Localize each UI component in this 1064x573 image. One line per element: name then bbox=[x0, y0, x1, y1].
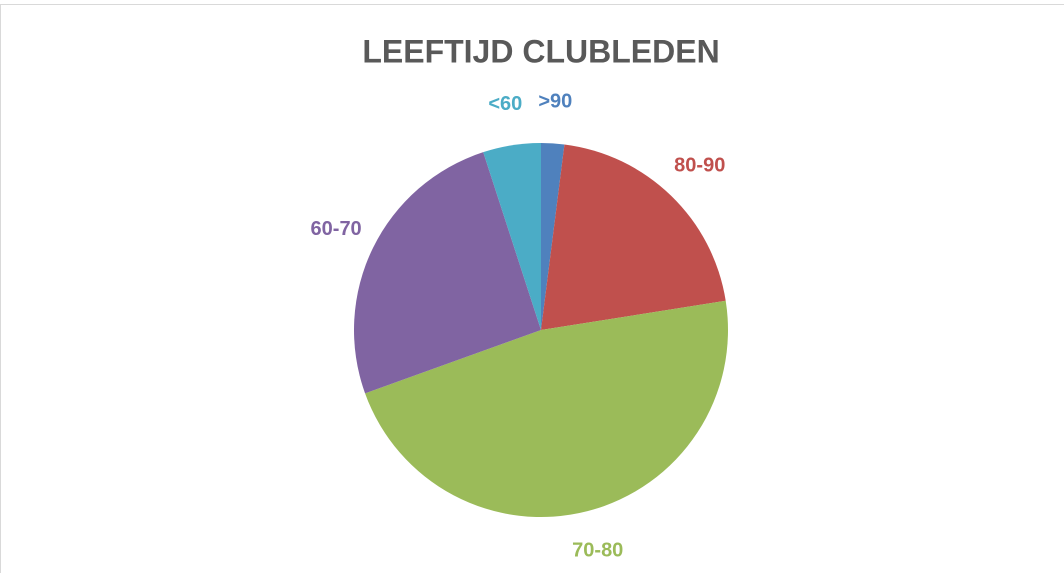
chart-title: LEEFTIJD CLUBLEDEN bbox=[362, 33, 719, 69]
slice-label: <60 bbox=[488, 93, 522, 115]
slice-label: 60-70 bbox=[311, 218, 362, 240]
pie-slice bbox=[541, 143, 565, 330]
slice-label: 80-90 bbox=[674, 154, 725, 176]
slice-label: >90 bbox=[538, 91, 572, 113]
pie bbox=[354, 143, 728, 517]
slice-label: 70-80 bbox=[572, 539, 623, 561]
pie-slice bbox=[354, 152, 541, 394]
pie-slice bbox=[483, 143, 541, 330]
pie-slice bbox=[365, 300, 728, 517]
pie-slice bbox=[541, 144, 726, 330]
